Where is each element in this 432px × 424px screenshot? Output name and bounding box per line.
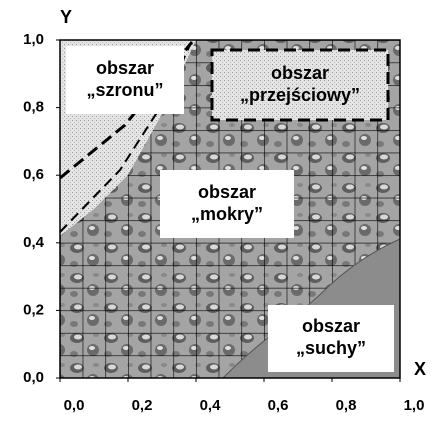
x-tick-label: 1,0 bbox=[404, 397, 425, 414]
region-label: „przejściowy” bbox=[240, 85, 360, 105]
x-tick-label: 0,0 bbox=[64, 397, 85, 414]
y-axis-label: Y bbox=[60, 7, 72, 27]
region-label: „mokry” bbox=[191, 204, 263, 224]
region-label: obszar bbox=[198, 182, 256, 202]
x-tick-label: 0,6 bbox=[268, 397, 289, 414]
y-tick-label: 1,0 bbox=[23, 31, 44, 48]
region-label: obszar bbox=[302, 316, 360, 336]
region-label: „szronu” bbox=[86, 80, 163, 100]
y-tick-label: 0,4 bbox=[23, 234, 45, 251]
y-tick-label: 0,6 bbox=[23, 166, 44, 183]
x-tick-label: 0,4 bbox=[200, 397, 222, 414]
x-axis-label: X bbox=[414, 359, 426, 379]
y-tick-label: 0,8 bbox=[23, 99, 44, 116]
region-label: obszar bbox=[96, 58, 154, 78]
y-tick-label: 0,2 bbox=[23, 301, 44, 318]
y-tick-label: 0,0 bbox=[23, 369, 44, 386]
diagram: 0,0 0,2 0,4 0,6 0,8 1,0 0,0 0,2 0,4 0,6 0,8 1,0 Y Xob… bbox=[0, 0, 432, 419]
region-label: obszar bbox=[271, 63, 329, 83]
x-tick-label: 0,8 bbox=[336, 397, 357, 414]
region-label: „suchy” bbox=[296, 338, 366, 358]
x-tick-label: 0,2 bbox=[132, 397, 153, 414]
